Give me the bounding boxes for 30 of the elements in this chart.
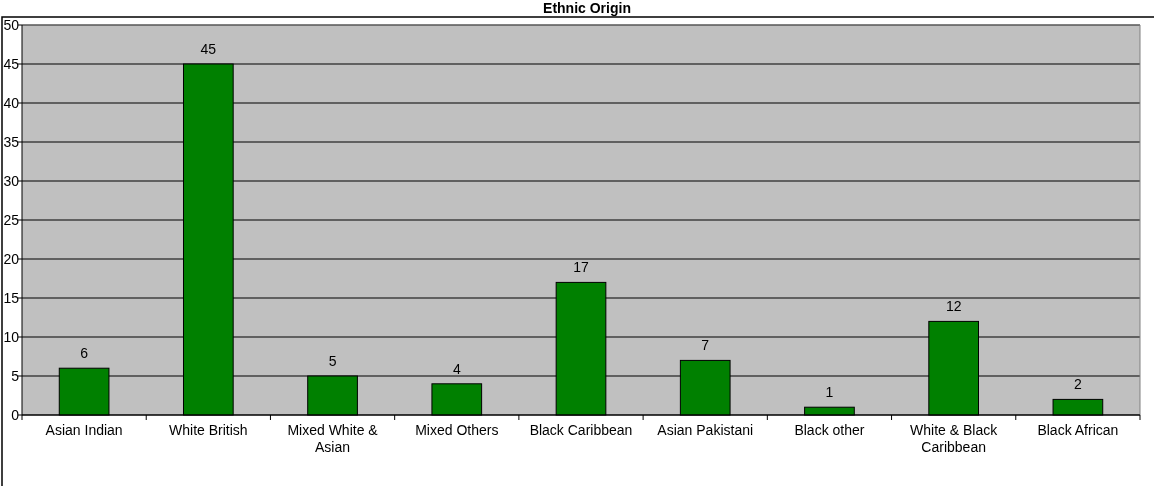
x-tick-label: Mixed White & Asian xyxy=(287,422,379,455)
y-tick-label: 35 xyxy=(3,134,20,150)
x-tick-label: Asian Pakistani xyxy=(657,422,754,438)
data-label: 5 xyxy=(328,353,337,369)
y-tick-label: 5 xyxy=(11,368,20,384)
data-label: 12 xyxy=(945,298,962,315)
x-tick-label: White British xyxy=(169,422,248,438)
x-tick-label: Black African xyxy=(1037,422,1119,438)
data-label: 7 xyxy=(701,337,710,354)
data-label: 17 xyxy=(573,259,589,276)
y-tick-label: 25 xyxy=(3,212,20,228)
y-tick-label: 15 xyxy=(3,290,20,306)
x-tick-label: Asian Indian xyxy=(45,422,123,438)
data-label: 1 xyxy=(825,384,834,401)
x-tick-label: Black other xyxy=(794,422,865,438)
y-tick-label: 50 xyxy=(3,17,20,33)
y-tick-label: 20 xyxy=(3,251,20,267)
y-tick-label: 40 xyxy=(3,95,20,111)
x-tick-label: Mixed Others xyxy=(415,422,499,438)
chart-title: Ethnic Origin xyxy=(543,0,631,16)
y-tick-label: 30 xyxy=(3,173,20,189)
y-tick-label: 10 xyxy=(3,329,20,345)
data-label: 45 xyxy=(200,41,217,57)
y-tick-label: 0 xyxy=(11,407,20,423)
data-label: 6 xyxy=(80,345,89,362)
data-label: 4 xyxy=(452,360,461,377)
x-tick-label: Black Caribbean xyxy=(529,422,633,438)
data-label: 2 xyxy=(1073,376,1082,393)
y-tick-label: 45 xyxy=(3,56,20,72)
x-tick-label: White & Black Caribbean xyxy=(910,422,999,455)
